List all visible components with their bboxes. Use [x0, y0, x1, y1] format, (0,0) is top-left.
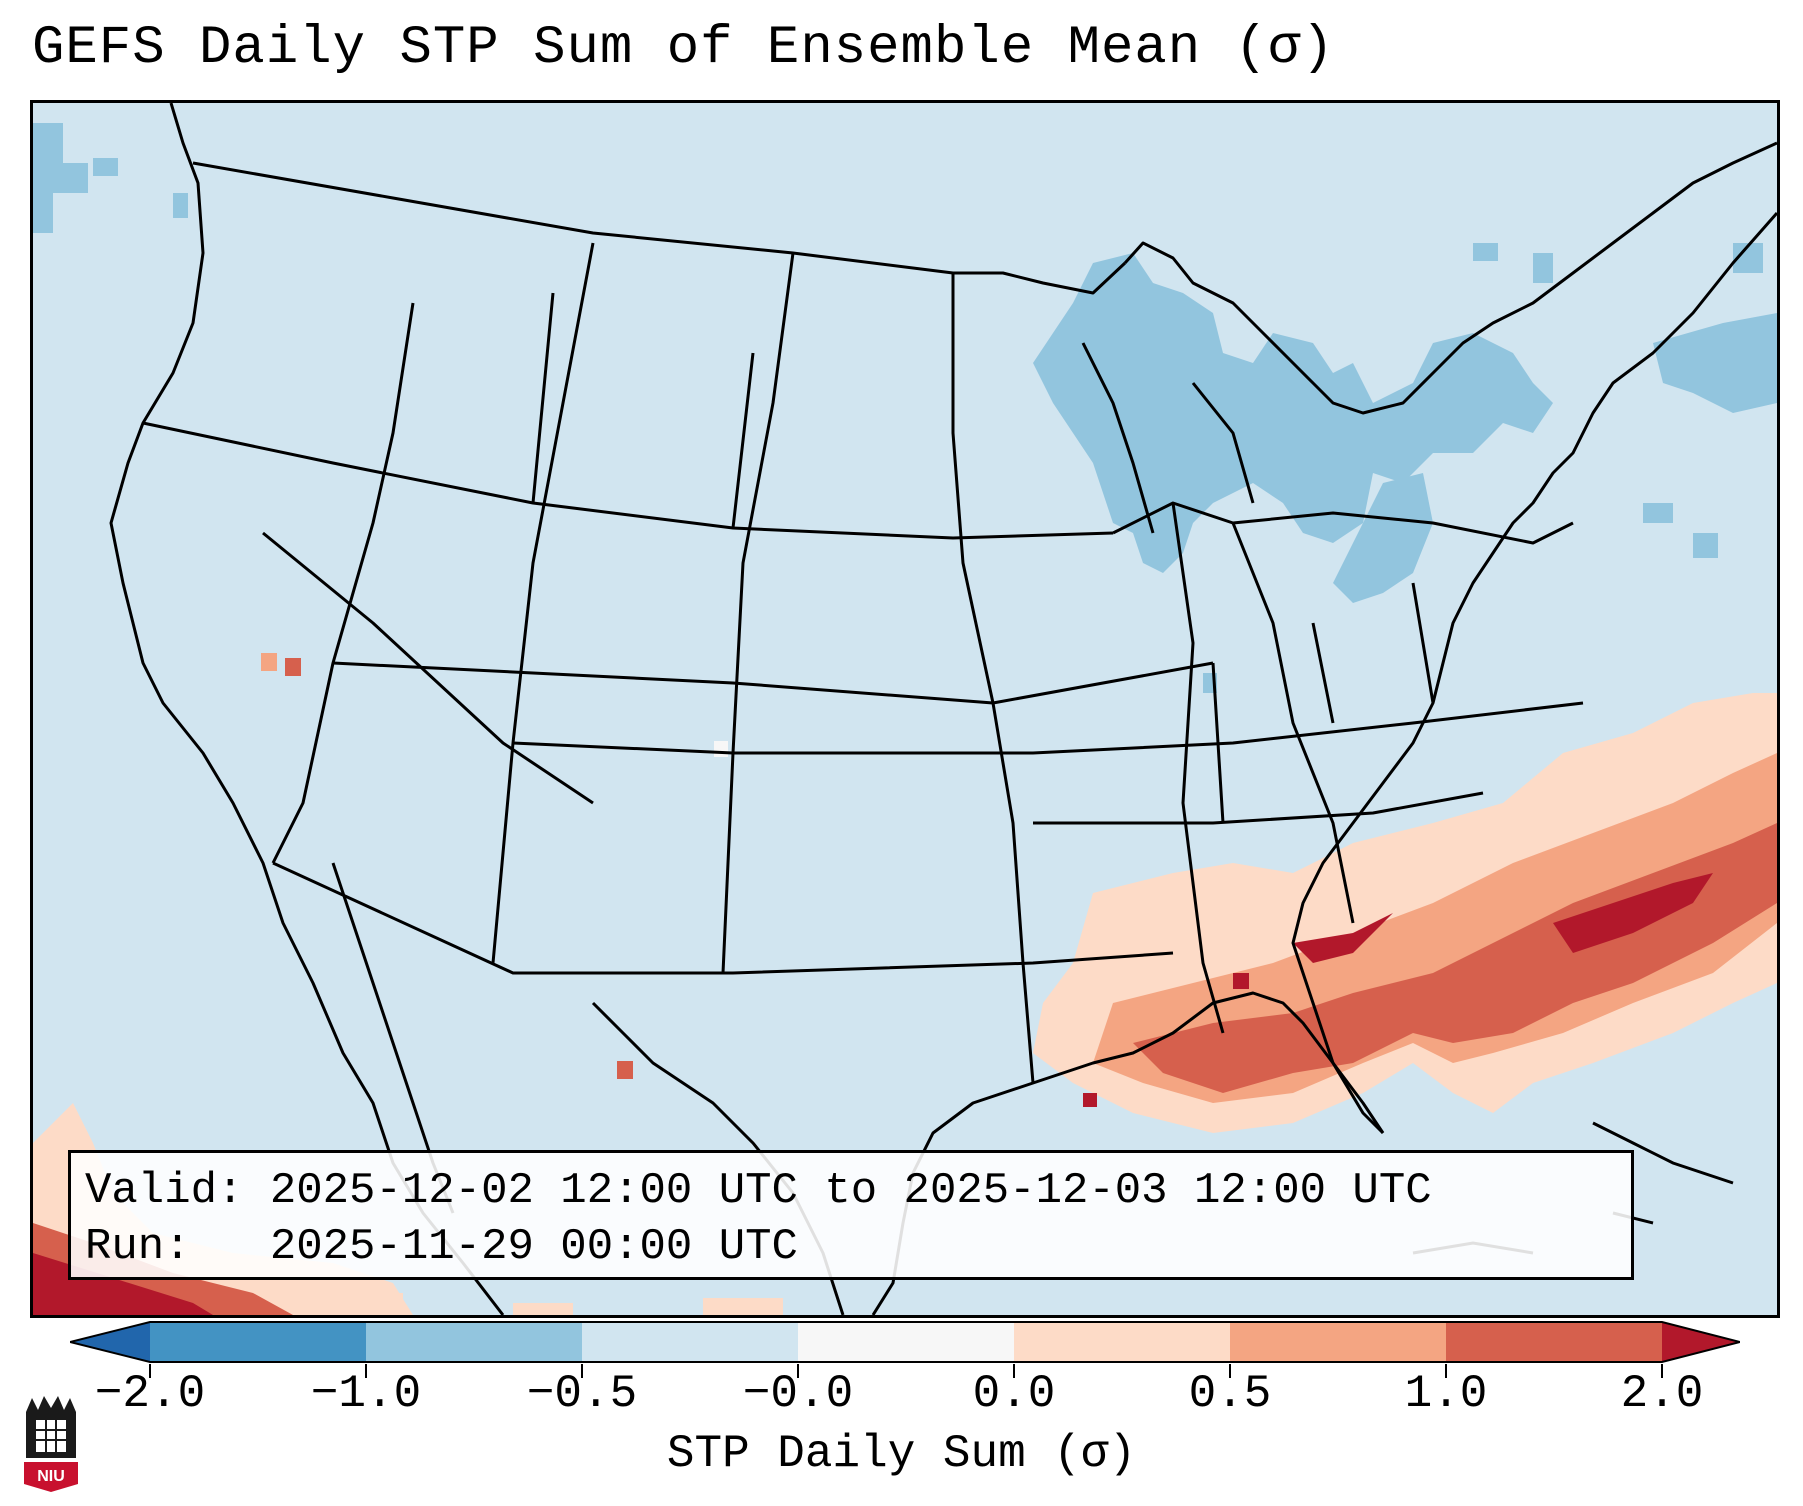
- valid-label: Valid:: [85, 1166, 244, 1216]
- colorbar-tick-label: −1.0: [310, 1368, 422, 1420]
- colorbar-tick-label: −0.0: [742, 1368, 854, 1420]
- colorbar-segment: [798, 1322, 1014, 1362]
- colorbar-tick: [797, 1364, 799, 1378]
- pacific-coastline: [109, 103, 505, 1315]
- canada-border-west: [192, 161, 954, 275]
- colorbar-tick: [1229, 1364, 1231, 1378]
- map-title: GEFS Daily STP Sum of Ensemble Mean (σ): [32, 18, 1335, 79]
- colorbar-segment: [1230, 1322, 1446, 1362]
- colorbar-tick-label: 0.5: [1188, 1368, 1272, 1420]
- colorbar-tick-label: 0.0: [972, 1368, 1056, 1420]
- atlantic-peak-positive: [1553, 873, 1713, 953]
- colorbar-segment: [150, 1322, 366, 1362]
- colorbar-tick-label: 1.0: [1404, 1368, 1488, 1420]
- colorbar-tick-label: −2.0: [94, 1368, 206, 1420]
- colorbar-segment: [1014, 1322, 1230, 1362]
- atlantic-coastline: [1291, 212, 1777, 1135]
- negative-anomaly-fields: [33, 123, 1777, 693]
- atlantic-negative-patch: [1653, 313, 1777, 413]
- pacific-negative-patch: [33, 123, 88, 233]
- map-panel: [30, 100, 1780, 1318]
- colorbar-tick-label: 2.0: [1620, 1368, 1704, 1420]
- colorbar-tick: [1445, 1364, 1447, 1378]
- colorbar-tick: [581, 1364, 583, 1378]
- neutral-cell: [714, 741, 728, 757]
- colorbar-label: STP Daily Sum (σ): [666, 1428, 1137, 1480]
- colorbar-segment: [366, 1322, 582, 1362]
- great-lakes-outline: [1081, 342, 1255, 534]
- southeast-medium-positive-field: [1093, 753, 1777, 1103]
- map-background: [33, 103, 1777, 1315]
- colorbar-tick: [1661, 1364, 1663, 1378]
- colorbar-extend-low: [70, 1322, 150, 1362]
- colorbar-tick: [1013, 1364, 1015, 1378]
- colorbar-tick: [149, 1364, 151, 1378]
- logo-text: NIU: [37, 1468, 65, 1485]
- colorbar-extend-high: [1662, 1322, 1740, 1362]
- great-lakes-negative-field: [1033, 253, 1553, 573]
- valid-time-range: 2025-12-02 12:00 UTC to 2025-12-03 12:00…: [269, 1166, 1432, 1216]
- run-label: Run:: [85, 1222, 191, 1272]
- map-canvas: [33, 103, 1777, 1315]
- colorbar-segment: [582, 1322, 798, 1362]
- niu-logo-icon: NIU: [24, 1396, 78, 1492]
- valid-run-info-box: Valid: 2025-12-02 12:00 UTC to 2025-12-0…: [68, 1150, 1634, 1280]
- colorbar-segment: [1446, 1322, 1662, 1362]
- southeast-strong-positive-field: [1133, 823, 1777, 1093]
- colorbar-tick-label: −0.5: [526, 1368, 638, 1420]
- colorbar-tick: [365, 1364, 367, 1378]
- colorbar: [70, 1321, 1740, 1363]
- run-time: 2025-11-29 00:00 UTC: [269, 1222, 798, 1272]
- canada-border-east: [1123, 141, 1777, 415]
